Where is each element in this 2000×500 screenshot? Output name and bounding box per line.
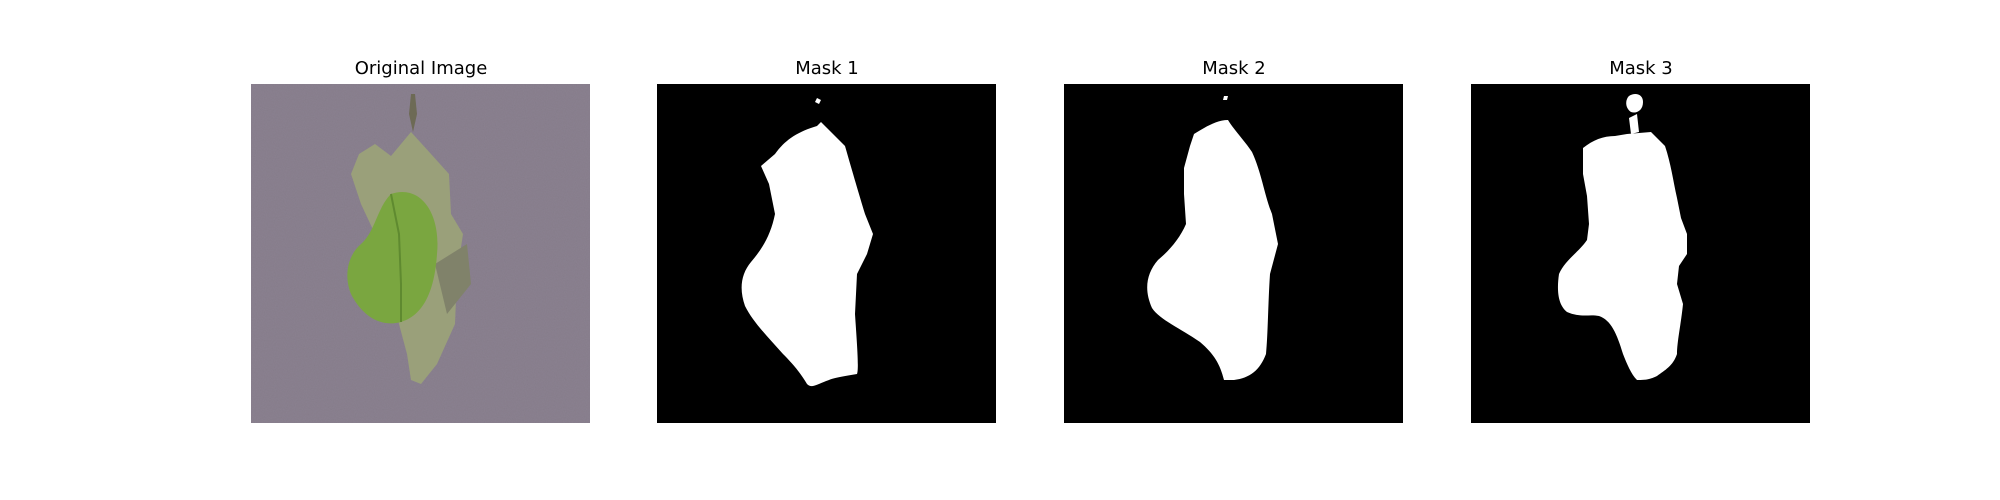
mask-3-image: [1471, 84, 1810, 423]
leaf-stem: [409, 94, 417, 132]
panel-title-mask-2: Mask 2: [1202, 58, 1266, 79]
mask-blob-stem: [1629, 114, 1639, 134]
panel-title-mask-3: Mask 3: [1609, 58, 1673, 79]
mask-2-region: [1147, 120, 1278, 380]
original-leaf-image: [251, 84, 590, 423]
panel-title-original-image: Original Image: [354, 58, 488, 79]
leaf-vein: [390, 193, 402, 322]
mask-2-image: [1064, 84, 1403, 423]
mask-speck: [815, 98, 821, 104]
mask-1-image: [657, 84, 996, 423]
panel-title-mask-1: Mask 1: [795, 58, 859, 79]
mask-speck: [1223, 96, 1228, 100]
leaf-green-part: [347, 192, 438, 324]
leaf-dry-shadow: [435, 244, 471, 314]
mask-3-region: [1557, 132, 1687, 380]
mask-blob-top: [1626, 94, 1643, 113]
mask-1-region: [741, 122, 873, 387]
